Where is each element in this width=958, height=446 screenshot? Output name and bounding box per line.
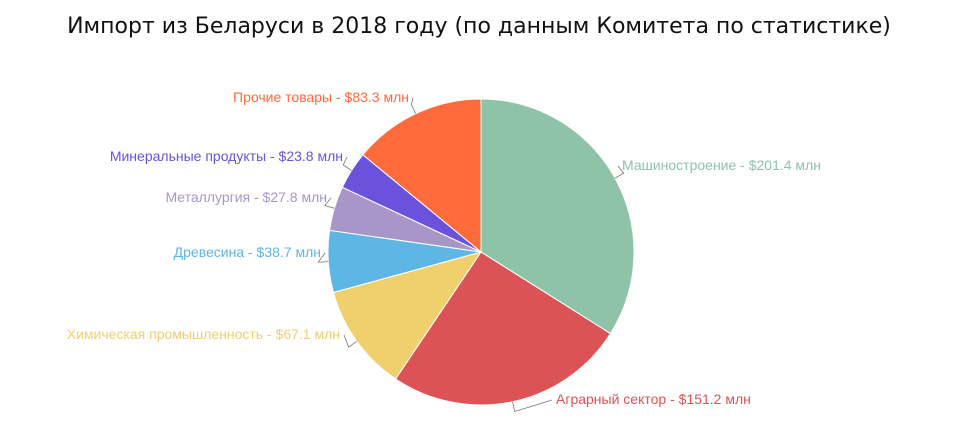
leader-line-0	[614, 165, 625, 179]
pie-slice-1	[394, 251, 612, 406]
leader-line-5	[342, 156, 352, 171]
chart-title: Импорт из Беларуси в 2018 году (по данны…	[67, 14, 891, 39]
leader-line-3	[317, 252, 329, 263]
slice-label-0: Машиностроение - $201.4 млн	[622, 157, 821, 173]
leader-line-2	[343, 334, 357, 348]
slice-label-3: Древесина - $38.7 млн	[174, 244, 321, 260]
slice-label-2: Химическая промышленность - $67.1 млн	[67, 326, 340, 342]
slice-label-5: Минеральные продукты - $23.8 млн	[110, 148, 343, 164]
slice-labels: Машиностроение - $201.4 млн Аграрный сект…	[67, 89, 821, 407]
leader-line-4	[324, 197, 335, 209]
leader-lines	[317, 97, 625, 413]
leader-line-6	[410, 97, 417, 114]
leader-line-1	[512, 399, 553, 413]
pie-slice-6	[362, 98, 482, 254]
slice-label-6: Прочие товары - $83.3 млн	[233, 89, 409, 105]
slice-label-1: Аграрный сектор - $151.2 млн	[556, 391, 751, 407]
slice-label-4: Металлургия - $27.8 млн	[165, 189, 327, 205]
pie-slice-2	[332, 251, 483, 380]
pie-slices	[327, 98, 635, 406]
